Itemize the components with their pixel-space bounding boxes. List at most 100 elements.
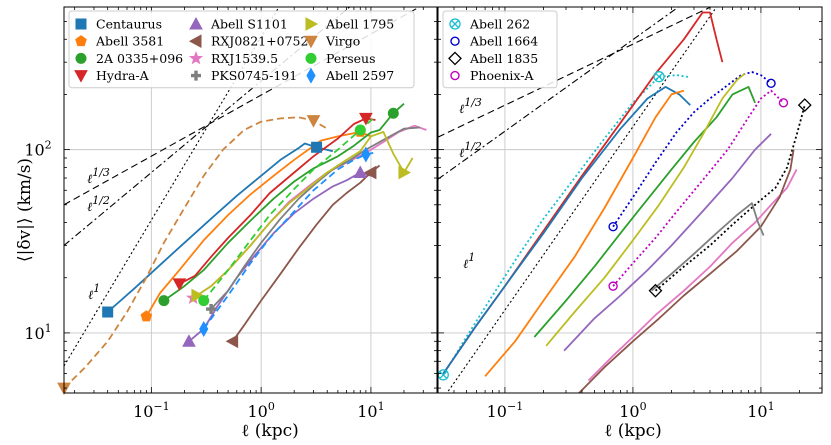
series-marker-end-centaurus bbox=[311, 141, 323, 153]
legend-marker-pks0745-191 bbox=[191, 70, 201, 81]
x-tick-label: 100 bbox=[619, 400, 646, 421]
series-marker-start-abell-1664 bbox=[608, 221, 618, 232]
legend-marker-rxj1539-5 bbox=[188, 50, 204, 65]
legend-label-abell-3581: Abell 3581 bbox=[95, 34, 164, 49]
series-marker-end-abell-1664 bbox=[766, 78, 776, 89]
reference-label-l1-2: ℓ1/2 bbox=[87, 194, 110, 214]
legend-label-hydra-a: Hydra-A bbox=[96, 68, 150, 83]
x-tick-label: 100 bbox=[247, 400, 274, 421]
legend-marker-abell-3581 bbox=[75, 35, 87, 47]
series-marker-end-perseus bbox=[354, 124, 366, 136]
reference-label-l1-3: ℓ1/3 bbox=[459, 96, 482, 116]
series-marker-start-centaurus bbox=[102, 306, 114, 318]
legend-marker-rxj0821-0752 bbox=[188, 34, 202, 49]
series-line-purple bbox=[563, 133, 772, 352]
legend-label-pks0745-191: PKS0745-191 bbox=[211, 68, 297, 83]
reference-label-l1-3: ℓ1/3 bbox=[87, 166, 110, 186]
series-marker-end-rxj0821-0752 bbox=[363, 165, 377, 180]
series-marker-start-perseus bbox=[198, 295, 210, 307]
series-marker-start-2a-0335-096 bbox=[158, 295, 170, 307]
series-line-centaurus bbox=[107, 142, 334, 313]
series-marker-start-abell-3581 bbox=[140, 310, 153, 322]
series-marker-end-abell-s1101 bbox=[353, 165, 368, 179]
series-line-hydra-a bbox=[178, 117, 376, 285]
series-marker-start-hydra-a bbox=[172, 278, 187, 291]
reference-line-l1-3 bbox=[438, 7, 712, 138]
legend-label-abell-1664: Abell 1664 bbox=[469, 34, 538, 49]
legend-marker-centaurus bbox=[75, 18, 87, 30]
legend-label-rxj0821-0752: RXJ0821+0752 bbox=[211, 34, 308, 49]
series-marker-end-abell-1835 bbox=[797, 98, 812, 112]
series-marker-start-abell-1795 bbox=[191, 288, 204, 303]
legend-marker-abell-1795 bbox=[305, 17, 319, 31]
series-marker-end-abell-262 bbox=[653, 71, 665, 83]
legend-label-perseus: Perseus bbox=[326, 51, 376, 66]
legend-marker-2a-0335-096 bbox=[75, 52, 87, 64]
reference-label-l1: ℓ1 bbox=[88, 282, 100, 302]
series-line-brown bbox=[578, 149, 795, 393]
left-panel: 10−1 100 101 101 102 ℓ1 ℓ1/2 ℓ1/3 Centaurus Abell… bbox=[24, 6, 438, 421]
reference-label-l1: ℓ1 bbox=[463, 251, 475, 271]
legend-marker-perseus bbox=[305, 52, 317, 64]
y-tick-label: 102 bbox=[24, 139, 51, 160]
reference-label-l1-2: ℓ1/2 bbox=[459, 140, 482, 160]
x-axis-label-left: ℓ (kpc) bbox=[241, 421, 299, 441]
series-marker-start-pks0745-191 bbox=[206, 304, 217, 315]
series-line-2a-0335-096 bbox=[163, 103, 405, 302]
legend-label-rxj1539-5: RXJ1539.5 bbox=[211, 51, 278, 66]
series-marker-end-2a-0335-096 bbox=[387, 107, 399, 119]
legend-label-virgo: Virgo bbox=[325, 34, 360, 49]
reference-line-l1-2 bbox=[438, 7, 680, 180]
legend-marker-abell-262 bbox=[449, 18, 461, 30]
series-marker-start-abell-s1101 bbox=[182, 334, 196, 347]
x-tick-label: 10−1 bbox=[133, 400, 170, 421]
reference-line-l1-2 bbox=[64, 7, 351, 246]
legend-marker-abell-1835 bbox=[448, 51, 462, 66]
axes-frame bbox=[437, 6, 823, 394]
legend-label-abell-262: Abell 262 bbox=[469, 17, 530, 32]
legend-frame bbox=[68, 10, 415, 89]
y-axis-label: ⟨|δv|⟩ (km/s) bbox=[15, 158, 35, 262]
legend-marker-phoenix-a bbox=[450, 70, 460, 81]
x-tick-label: 101 bbox=[357, 400, 384, 421]
series-line-orange bbox=[484, 89, 685, 377]
x-tick-label: 101 bbox=[747, 400, 774, 421]
legend-marker-abell-1664 bbox=[450, 36, 460, 46]
legend-label-abell-2597: Abell 2597 bbox=[325, 68, 394, 83]
series-line-olive bbox=[545, 72, 746, 347]
legend-frame bbox=[442, 10, 558, 89]
series-marker-start-rxj0821-0752 bbox=[225, 334, 239, 349]
series-marker-end-abell-1795 bbox=[398, 165, 411, 180]
series-line-abell-1835 bbox=[654, 104, 806, 292]
series-marker-end-hydra-a bbox=[359, 112, 373, 126]
series-line-phoenix-a bbox=[612, 89, 785, 287]
series-line-abell-1795 bbox=[196, 130, 414, 297]
legend-label-phoenix-a: Phoenix-A bbox=[470, 68, 534, 83]
series-line-rxj0821-0752 bbox=[231, 164, 381, 342]
series-line-pink bbox=[587, 168, 798, 382]
series-line-perseus bbox=[202, 117, 374, 302]
series-marker-start-abell-1835 bbox=[648, 283, 663, 298]
legend-marker-abell-s1101 bbox=[189, 16, 203, 30]
legend-label-abell-1795: Abell 1795 bbox=[325, 17, 394, 32]
legend-label-2a-0335-096: 2A 0335+096 bbox=[96, 51, 183, 66]
legend-label-centaurus: Centaurus bbox=[96, 17, 162, 32]
legend-label-abell-1835: Abell 1835 bbox=[469, 51, 538, 66]
series-marker-end-abell-2597 bbox=[361, 146, 371, 163]
series-marker-end-phoenix-a bbox=[778, 98, 789, 108]
series-marker-start-phoenix-a bbox=[608, 281, 618, 291]
series-line-pks0745-191 bbox=[210, 126, 421, 310]
series-marker-start-abell-2597 bbox=[199, 321, 209, 338]
series-line-virgo bbox=[64, 116, 328, 389]
series-line-abell-262 bbox=[442, 74, 691, 376]
legend-label-abell-s1101: Abell S1101 bbox=[210, 17, 288, 32]
y-tick-label: 101 bbox=[24, 322, 51, 343]
series-marker-end-virgo bbox=[306, 115, 321, 128]
x-axis-label-right: ℓ (kpc) bbox=[604, 421, 662, 441]
series-line-blue bbox=[442, 86, 691, 375]
legend-marker-hydra-a bbox=[74, 70, 88, 83]
legend-marker-abell-2597 bbox=[306, 67, 316, 84]
legend: Centaurus Abell 3581 2A 0335+096 Hydra-A Abe… bbox=[68, 10, 415, 89]
